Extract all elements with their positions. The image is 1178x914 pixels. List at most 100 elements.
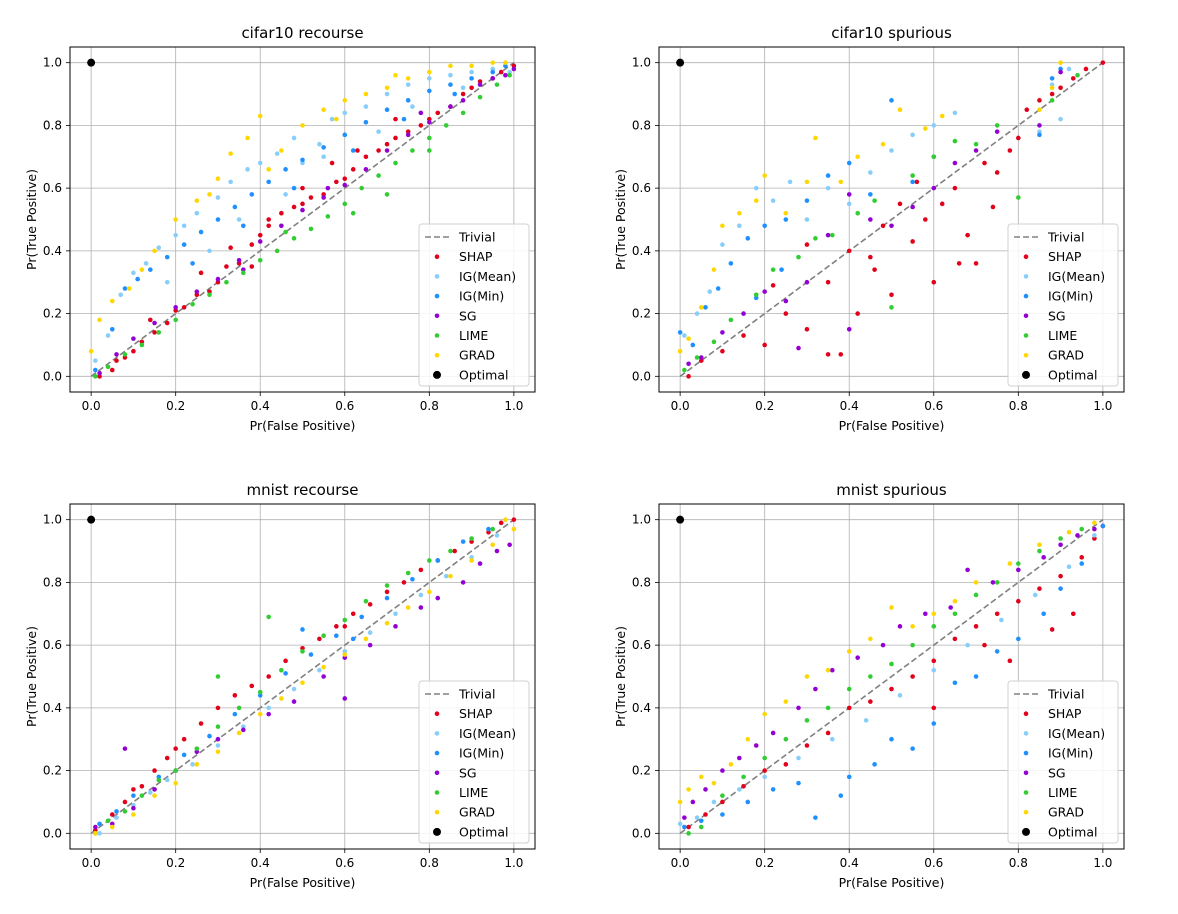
data-point xyxy=(855,154,860,160)
data-point xyxy=(783,699,789,704)
data-point xyxy=(321,633,326,639)
data-point xyxy=(342,624,348,629)
data-point xyxy=(846,201,852,207)
series-grad xyxy=(677,60,1063,354)
data-point xyxy=(135,276,140,282)
data-point xyxy=(1016,561,1021,566)
data-point xyxy=(973,674,979,679)
data-point xyxy=(737,755,742,761)
data-point xyxy=(367,630,373,635)
data-point xyxy=(889,736,894,742)
chart-title: cifar10 recourse xyxy=(241,24,363,42)
data-point xyxy=(376,148,381,153)
data-point xyxy=(448,72,453,78)
data-point xyxy=(300,157,305,163)
data-point xyxy=(762,774,767,780)
data-point xyxy=(266,674,271,679)
series-lime xyxy=(93,72,512,379)
data-point xyxy=(982,642,987,648)
data-point xyxy=(973,624,979,629)
data-point xyxy=(257,239,263,244)
data-point xyxy=(342,696,348,701)
y-tick-label: 0.0 xyxy=(632,826,651,840)
legend-label-ig-min: IG(Min) xyxy=(459,746,504,761)
data-point xyxy=(910,239,915,244)
data-point xyxy=(745,799,751,805)
chart-mnist-spurious: 0.0 0.2 0.4 0.6 0.8 1.0 0.0 0.2 0.4 0.6 0.8 1.0 mnis… xyxy=(589,457,1178,914)
y-tick-label: 0.0 xyxy=(43,369,62,383)
x-tick-label: 0.6 xyxy=(335,399,354,413)
legend-swatch-lime xyxy=(1023,333,1029,338)
data-point xyxy=(813,135,818,141)
x-tick-label: 0.6 xyxy=(924,399,943,413)
series-sg xyxy=(682,526,1097,820)
legend-label-ig-mean: IG(Mean) xyxy=(1048,726,1105,741)
data-point xyxy=(257,232,263,238)
data-point xyxy=(1041,555,1046,560)
data-point xyxy=(720,812,725,817)
data-point xyxy=(855,210,860,216)
data-point xyxy=(796,254,801,260)
data-point xyxy=(694,311,700,316)
data-point xyxy=(427,69,432,75)
data-point xyxy=(779,267,784,272)
data-point xyxy=(762,289,767,294)
data-point xyxy=(490,76,496,81)
data-point xyxy=(131,805,136,811)
x-tick-label: 0.4 xyxy=(840,856,859,870)
series-shap xyxy=(686,60,1106,379)
data-point xyxy=(825,173,831,178)
x-tick-label: 0.0 xyxy=(671,399,690,413)
data-point xyxy=(503,60,508,65)
data-point xyxy=(813,815,818,820)
data-point xyxy=(93,374,98,379)
data-point xyxy=(97,821,102,827)
y-tick-label: 0.8 xyxy=(43,575,62,589)
trivial-line xyxy=(679,519,1104,834)
series-shap xyxy=(93,517,517,833)
data-point xyxy=(460,580,466,585)
data-point xyxy=(1083,66,1089,72)
chart-title: mnist recourse xyxy=(247,481,359,499)
data-point xyxy=(720,768,725,773)
data-point xyxy=(1037,548,1042,554)
data-point xyxy=(393,116,398,122)
scatter-plot: 0.0 0.2 0.4 0.6 0.8 1.0 0.0 0.2 0.4 0.6 0.8 1.0 cifa… xyxy=(24,24,536,433)
plot-area xyxy=(676,515,1106,836)
data-point xyxy=(342,98,348,103)
data-point xyxy=(363,598,369,604)
data-point xyxy=(965,232,970,238)
data-point xyxy=(830,736,835,742)
data-point xyxy=(427,148,432,153)
data-point xyxy=(910,132,915,138)
data-point xyxy=(109,812,115,817)
legend-label-shap: SHAP xyxy=(1048,706,1082,721)
legend-label-sg: SG xyxy=(1048,765,1066,780)
data-point xyxy=(131,336,136,341)
data-point xyxy=(427,119,432,125)
data-point xyxy=(952,138,958,144)
legend-swatch-grad xyxy=(434,352,440,358)
data-point xyxy=(228,151,233,156)
data-point xyxy=(469,69,474,75)
legend-label-lime: LIME xyxy=(1048,328,1077,343)
data-point xyxy=(720,793,725,798)
data-point xyxy=(477,561,483,566)
data-point xyxy=(448,82,453,87)
data-point xyxy=(939,113,945,119)
data-point xyxy=(215,195,221,200)
legend-swatch-optimal xyxy=(1022,370,1030,379)
data-point xyxy=(105,364,111,370)
y-tick-label: 0.6 xyxy=(632,181,651,195)
data-point xyxy=(698,774,704,780)
legend-swatch-ig-min xyxy=(434,750,440,756)
data-point xyxy=(745,236,751,241)
data-point xyxy=(846,705,852,711)
series-ig-min- xyxy=(677,66,1063,348)
data-point xyxy=(1092,533,1097,538)
data-point xyxy=(321,195,326,200)
data-point xyxy=(711,799,717,805)
data-point xyxy=(215,724,221,729)
data-point xyxy=(830,232,835,238)
data-point xyxy=(486,526,491,532)
